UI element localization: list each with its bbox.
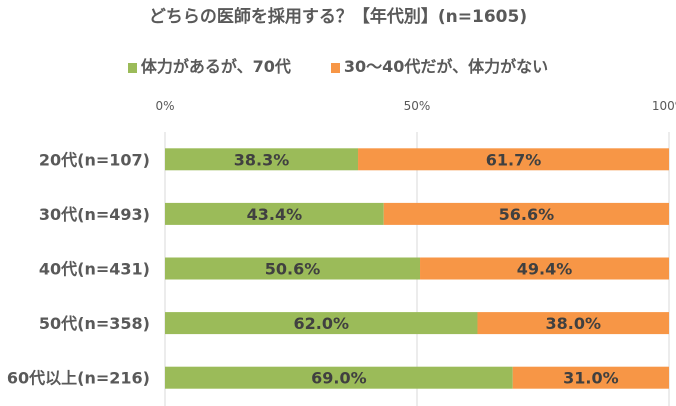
data-label: 69.0% [311, 369, 367, 388]
bar-segment [165, 148, 359, 171]
data-label: 56.6% [499, 205, 555, 224]
legend-swatch-orange [330, 63, 340, 73]
category-label: 50代(n=358) [39, 314, 150, 333]
category-label: 60代以上(n=216) [7, 369, 150, 388]
data-label: 49.4% [517, 260, 573, 279]
bar-segment [165, 312, 478, 335]
bar-segment [165, 257, 421, 280]
data-label: 50.6% [265, 260, 321, 279]
category-label: 30代(n=493) [39, 205, 150, 224]
x-tick-label: 0% [155, 99, 174, 113]
bar-segment [420, 257, 669, 280]
data-label: 38.0% [545, 314, 601, 333]
data-label: 62.0% [293, 314, 349, 333]
bar-segment [165, 202, 384, 225]
legend-item-70s: 体力があるが、70代 [127, 53, 291, 77]
bar-segment [512, 366, 669, 389]
bar-segment [383, 202, 669, 225]
bar-segment [477, 312, 669, 335]
legend-swatch-green [127, 63, 137, 73]
bar-segment [358, 148, 669, 171]
bar-segment [165, 366, 513, 389]
chart-title: どちらの医師を採用する？【年代別】(n=1605) [148, 7, 528, 27]
legend-item-30-40s: 30～40代だが、体力がない [330, 53, 549, 77]
data-label: 43.4% [247, 205, 303, 224]
data-label: 38.3% [234, 150, 290, 169]
x-tick-label: 50% [404, 99, 431, 113]
x-tick-label: 100% [652, 99, 676, 113]
legend: 体力があるが、70代 30～40代だが、体力がない [0, 53, 676, 77]
category-label: 20代(n=107) [39, 150, 150, 169]
legend-label: 30～40代だが、体力がない [343, 57, 549, 76]
data-label: 31.0% [563, 369, 619, 388]
legend-label: 体力があるが、70代 [140, 57, 291, 76]
category-label: 40代(n=431) [39, 260, 150, 279]
data-label: 61.7% [486, 150, 542, 169]
